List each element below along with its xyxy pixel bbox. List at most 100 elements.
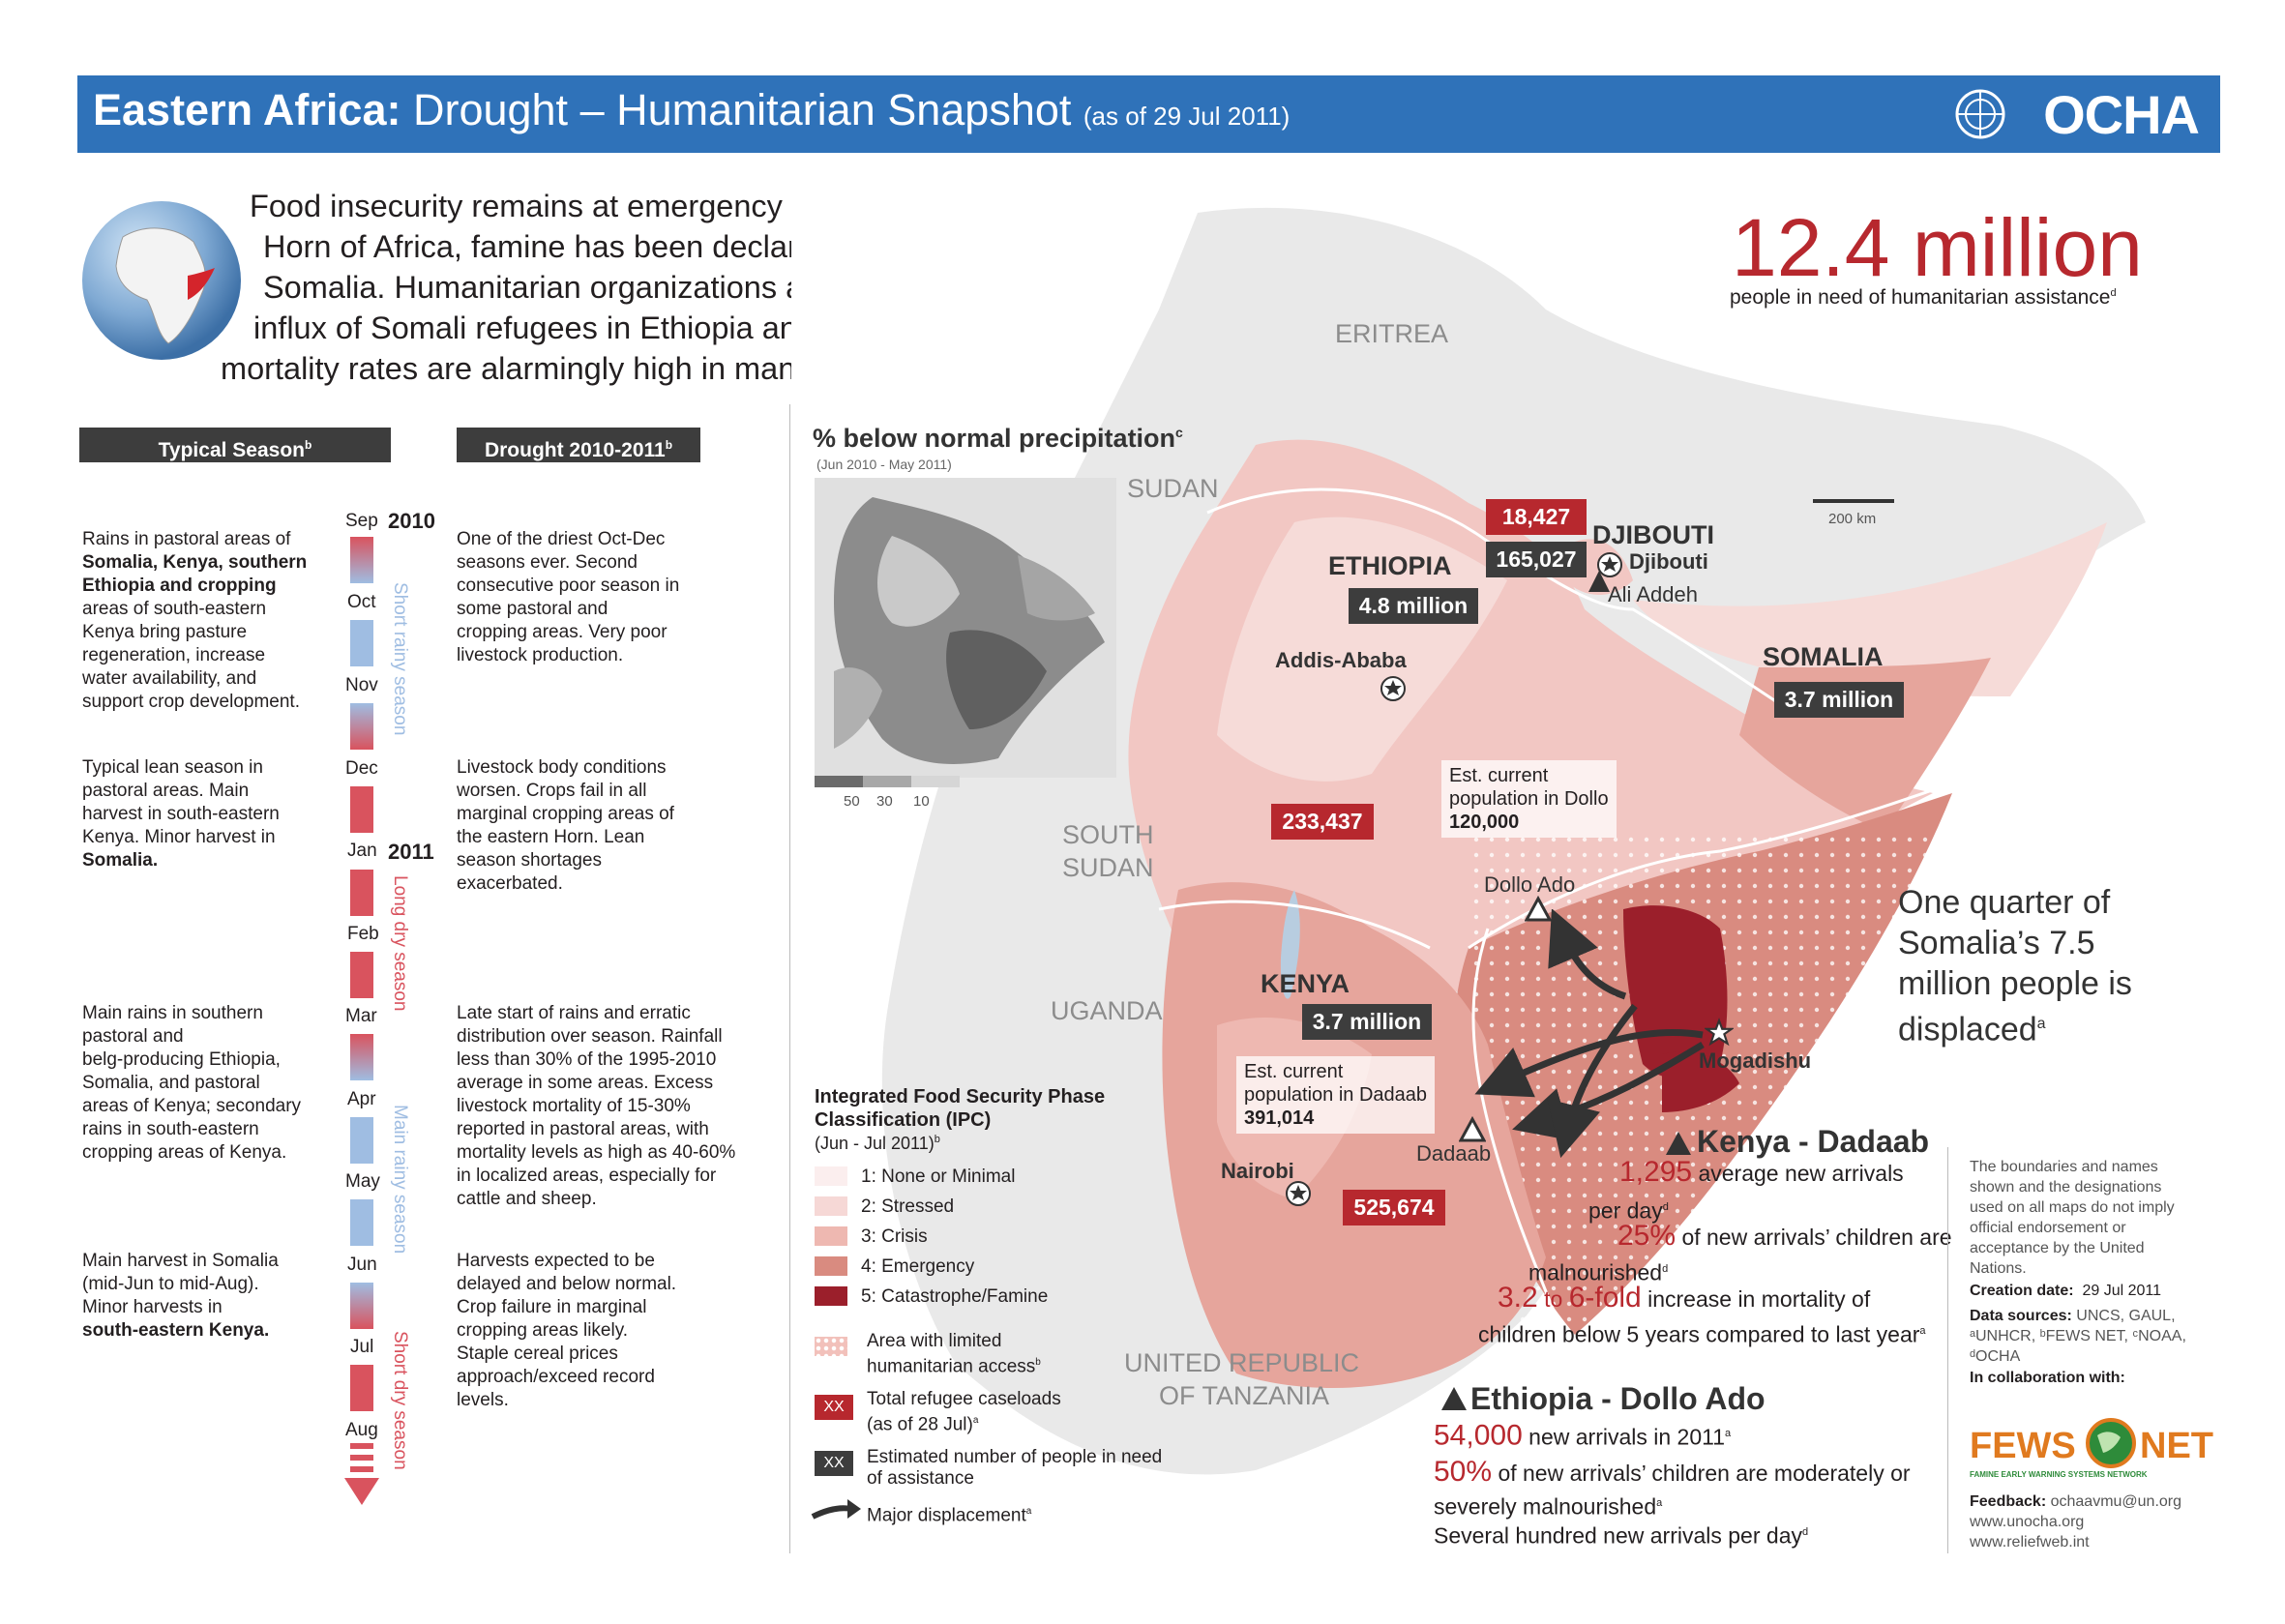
need-legend-box: XX <box>815 1451 853 1476</box>
scale-label: 200 km <box>1828 511 1877 527</box>
label-kenya: KENYA <box>1261 969 1350 998</box>
dadaab-stat-malnourished-2: malnourishedd <box>1528 1259 1669 1285</box>
headline-caption: people in need of humanitarian assistanc… <box>1730 286 2117 309</box>
timeline-bar <box>350 1117 373 1164</box>
title-main: Drought – Humanitarian Snapshot <box>412 85 1072 134</box>
drought-text-4: Harvests expected to be delayed and belo… <box>457 1251 677 1410</box>
globe-icon <box>82 201 241 360</box>
refugee-legend-label: Total refugee caseloads (as of 28 Jul)a <box>867 1389 1061 1435</box>
month-sep: Sep <box>345 511 378 531</box>
month-jul: Jul <box>350 1337 374 1357</box>
ipc-label-4: 4: Emergency <box>861 1256 975 1277</box>
timeline-bar <box>350 870 373 916</box>
fews-globe-icon <box>2086 1418 2136 1468</box>
timeline-arrow-icon <box>344 1443 379 1505</box>
year-2010: 2010 <box>388 509 435 533</box>
refugee-camp-icon <box>1666 1132 1691 1155</box>
typical-season-header: Typical Seasonb <box>79 428 391 462</box>
precip-scale-label-50: 50 <box>844 793 860 810</box>
precip-inset-map <box>815 478 1116 778</box>
limited-access-swatch <box>815 1337 847 1356</box>
precip-scale-label-10: 10 <box>913 793 930 810</box>
label-dadaab: Dadaab <box>1416 1141 1492 1166</box>
label-eritrea: ERITREA <box>1335 319 1449 348</box>
headline-number: 12.4 million <box>1732 202 2143 293</box>
typical-text-1: Rains in pastoral areas of Somalia, Keny… <box>82 529 308 712</box>
footer-divider <box>1947 1147 1948 1553</box>
month-jan: Jan <box>347 841 377 861</box>
dollo-stat-daily: Several hundred new arrivals per dayd <box>1434 1522 1809 1549</box>
un-emblem-icon <box>1955 89 2005 139</box>
somalia-displaced-note: One quarter of Somalia’s 7.5 million peo… <box>1898 884 2132 1048</box>
month-mar: Mar <box>345 1006 377 1026</box>
typical-text-3: Main rains in southern pastoral and belg… <box>82 1003 302 1163</box>
timeline-bar <box>350 1199 373 1246</box>
displacement-legend-label: Major displacementa <box>867 1505 1032 1526</box>
page-title: Eastern Africa: Drought – Humanitarian S… <box>93 85 1290 135</box>
drought-season-header: Drought 2010-2011b <box>457 428 700 462</box>
collaboration-label: In collaboration with: <box>1970 1370 2125 1386</box>
precip-scale-30 <box>863 776 911 787</box>
month-nov: Nov <box>345 675 378 695</box>
month-dec: Dec <box>345 758 378 779</box>
drought-text-3: Late start of rains and erratic distribu… <box>457 1003 736 1209</box>
year-2011: 2011 <box>388 840 434 864</box>
ipc-label-2: 2: Stressed <box>861 1196 955 1217</box>
dollo-population-note: Est. current population in Dollo 120,000 <box>1441 760 1617 838</box>
need-legend-label: Estimated number of people in need of as… <box>867 1447 1163 1489</box>
typical-text-4: Main harvest in Somalia (mid-Jun to mid-… <box>82 1251 279 1341</box>
precip-scale-10 <box>911 776 960 787</box>
scale-bar <box>1813 499 1894 503</box>
label-nairobi: Nairobi <box>1221 1159 1294 1183</box>
typical-text-2: Typical lean season in pastoral areas. M… <box>82 757 280 871</box>
label-ethiopia: ETHIOPIA <box>1328 551 1452 580</box>
kenya-dadaab-title: Kenya - Dadaab <box>1697 1124 1930 1159</box>
label-tanzania-1: UNITED REPUBLIC <box>1124 1348 1360 1377</box>
long-dry-season-label: Long dry season <box>390 875 410 1012</box>
timeline-bar <box>350 1283 373 1329</box>
refugee-camp-icon <box>1441 1387 1467 1410</box>
main-rainy-season-label: Main rainy season <box>390 1105 410 1255</box>
month-apr: Apr <box>347 1089 376 1109</box>
ipc-swatch-3 <box>815 1226 847 1246</box>
kenya-refugees-tag: 525,674 <box>1343 1190 1445 1225</box>
timeline-bar <box>350 703 373 750</box>
refugee-legend-box: XX <box>815 1395 853 1420</box>
month-may: May <box>345 1171 380 1192</box>
label-sudan-2: SUDAN <box>1062 853 1154 882</box>
timeline-bar <box>350 620 373 666</box>
label-addis-ababa: Addis-Ababa <box>1275 648 1407 672</box>
label-somalia: SOMALIA <box>1763 642 1884 671</box>
dadaab-stat-arrivals-2: per dayd <box>1588 1197 1669 1224</box>
dadaab-stat-malnourished: 25% of new arrivals’ children are <box>1617 1220 1952 1252</box>
djibouti-need-tag: 165,027 <box>1486 542 1587 577</box>
label-tanzania-2: OF TANZANIA <box>1159 1381 1330 1410</box>
label-uganda: UGANDA <box>1051 996 1163 1025</box>
feedback: Feedback: ochaavmu@un.org www.unocha.org… <box>1970 1493 2182 1550</box>
dadaab-stat-mortality-2: children below 5 years compared to last … <box>1478 1321 1926 1347</box>
ipc-legend-title: Integrated Food Security Phase Classific… <box>815 1086 1106 1131</box>
data-sources: Data sources: UNCS, GAUL, ᵃUNHCR, ᵇFEWS … <box>1970 1308 2186 1365</box>
month-feb: Feb <box>347 924 379 944</box>
short-dry-season-label: Short dry season <box>390 1331 410 1470</box>
timeline-bar <box>350 537 373 583</box>
timeline-bar <box>350 952 373 998</box>
header-bar: Eastern Africa: Drought – Humanitarian S… <box>77 75 2220 153</box>
precip-scale-label-30: 30 <box>876 793 893 810</box>
dollo-stat-malnourished-2: severely malnourisheda <box>1434 1493 1663 1520</box>
displacement-arrow-icon <box>811 1499 861 1520</box>
title-date: (as of 29 Jul 2011) <box>1083 102 1291 131</box>
label-djibouti-city: Djibouti <box>1629 549 1708 574</box>
displacement-arrows-icon <box>1474 909 1705 1159</box>
drought-text-2: Livestock body conditions worsen. Crops … <box>457 757 674 894</box>
month-oct: Oct <box>347 592 376 612</box>
month-aug: Aug <box>345 1420 378 1440</box>
precip-period: (Jun 2010 - May 2011) <box>816 457 952 472</box>
fews-net-logo: FEWS NET FAMINE EARLY WARNING SYSTEMS NE… <box>1970 1416 2213 1484</box>
ipc-label-3: 3: Crisis <box>861 1226 928 1247</box>
ipc-swatch-1 <box>815 1166 847 1186</box>
ipc-swatch-4 <box>815 1256 847 1276</box>
ethiopia-need-tag: 4.8 million <box>1349 588 1478 624</box>
label-south: SOUTH <box>1062 820 1154 849</box>
short-rainy-season-label: Short rainy season <box>390 582 410 736</box>
